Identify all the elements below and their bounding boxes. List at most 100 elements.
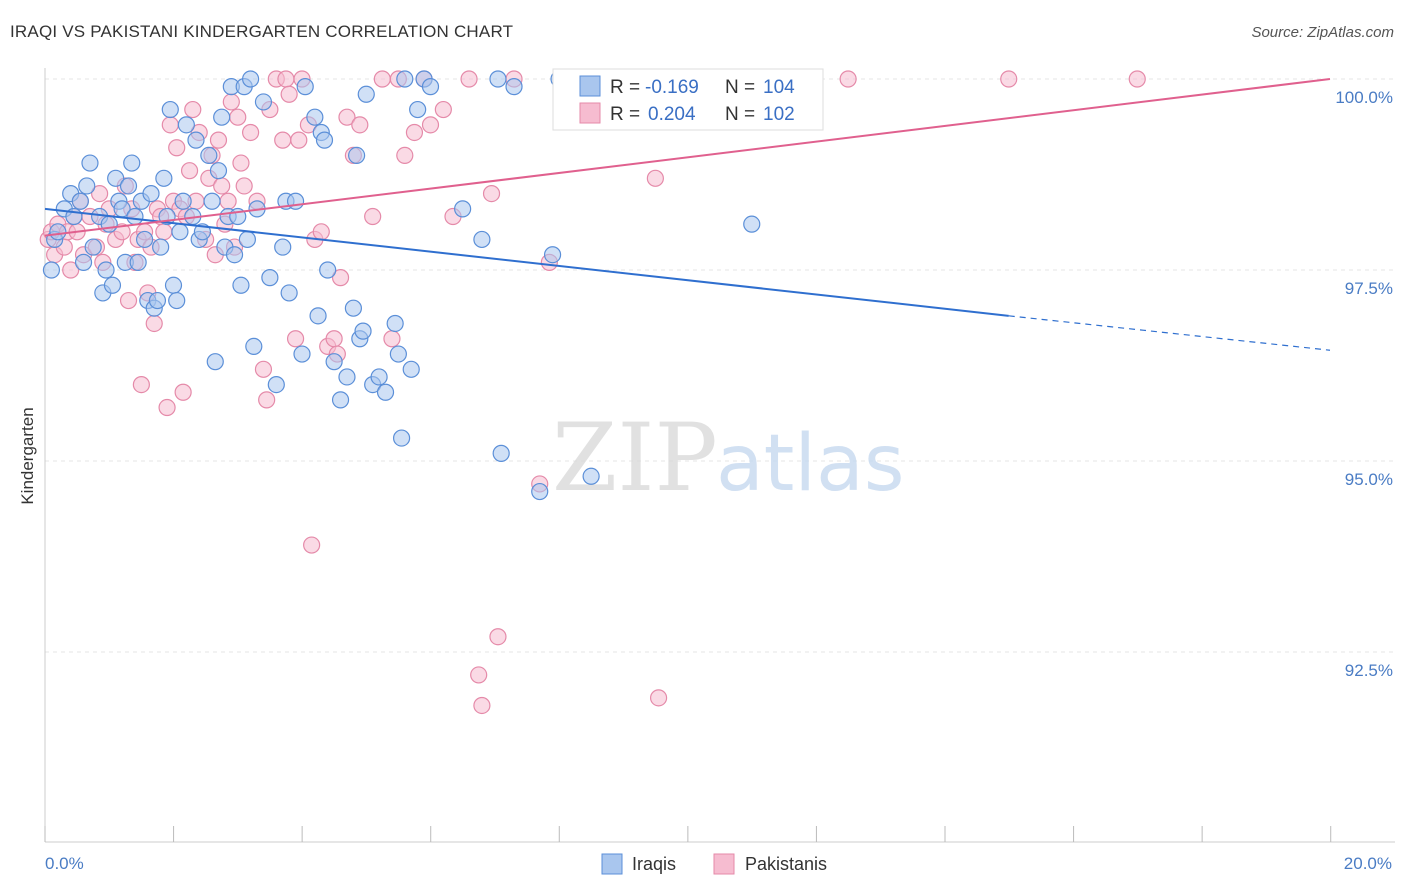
data-point bbox=[357, 85, 375, 103]
data-point bbox=[171, 223, 189, 241]
data-point bbox=[434, 100, 452, 119]
data-point bbox=[49, 223, 67, 241]
data-point bbox=[213, 177, 231, 195]
data-point bbox=[473, 230, 491, 249]
legend-n-label-iraqis: N = bbox=[725, 77, 755, 98]
data-point bbox=[84, 238, 102, 256]
data-point bbox=[238, 230, 256, 249]
data-point bbox=[370, 368, 388, 386]
data-point bbox=[158, 398, 176, 417]
data-point bbox=[177, 116, 195, 134]
data-point bbox=[421, 116, 440, 134]
legend-r-label-pakistanis: R = bbox=[610, 104, 640, 125]
data-point bbox=[222, 93, 240, 111]
y-tick-label: 95.0% bbox=[1345, 470, 1393, 489]
data-point bbox=[258, 391, 276, 409]
data-point bbox=[351, 116, 369, 134]
trend-lines bbox=[44, 78, 1331, 351]
data-point bbox=[325, 353, 343, 371]
legend-r-value-iraqis: -0.169 bbox=[645, 77, 699, 98]
data-point bbox=[74, 253, 93, 271]
data-point bbox=[119, 177, 138, 195]
data-point bbox=[254, 360, 273, 378]
chart-source: Source: ZipAtlas.com bbox=[1251, 24, 1394, 41]
data-point bbox=[489, 628, 507, 646]
data-point bbox=[1000, 70, 1018, 88]
trend-line-pakistanis bbox=[44, 78, 1331, 237]
data-point bbox=[267, 376, 285, 394]
data-point bbox=[235, 177, 253, 195]
data-point bbox=[187, 131, 205, 149]
stats-legend: R = -0.169 N = 104 R = 0.204 N = 102 bbox=[552, 68, 824, 131]
data-point bbox=[489, 70, 507, 88]
data-point bbox=[290, 131, 308, 149]
data-point bbox=[743, 215, 761, 233]
data-point bbox=[132, 376, 150, 394]
data-point bbox=[402, 360, 420, 378]
data-point bbox=[277, 70, 295, 88]
data-point bbox=[184, 100, 202, 119]
data-point bbox=[839, 70, 857, 88]
series-pakistanis-points bbox=[39, 70, 1146, 715]
data-point bbox=[312, 223, 330, 241]
data-point bbox=[78, 177, 96, 195]
data-point bbox=[470, 666, 488, 684]
bottom-legend-swatch-pakistanis bbox=[713, 853, 735, 875]
data-point bbox=[97, 261, 115, 279]
data-point bbox=[319, 261, 337, 279]
data-point bbox=[325, 330, 343, 348]
data-point bbox=[280, 284, 298, 302]
data-point bbox=[274, 238, 292, 256]
legend-r-label-iraqis: R = bbox=[610, 77, 640, 98]
data-point bbox=[454, 200, 472, 218]
data-point bbox=[103, 276, 122, 294]
data-point bbox=[261, 269, 279, 287]
data-point bbox=[232, 154, 250, 172]
data-point bbox=[286, 192, 305, 210]
data-point bbox=[155, 223, 173, 241]
data-point bbox=[123, 154, 141, 172]
data-point bbox=[126, 207, 144, 226]
data-point bbox=[71, 192, 89, 210]
data-point bbox=[354, 322, 372, 340]
data-point bbox=[142, 185, 160, 203]
series-legend: Iraqis Pakistanis bbox=[601, 853, 827, 875]
data-point bbox=[348, 146, 366, 164]
data-point bbox=[232, 276, 250, 294]
data-point bbox=[293, 345, 311, 363]
data-point bbox=[473, 696, 491, 715]
chart-title: IRAQI VS PAKISTANI KINDERGARTEN CORRELAT… bbox=[10, 22, 514, 41]
data-point bbox=[152, 238, 170, 256]
data-point bbox=[180, 162, 199, 180]
legend-n-value-iraqis: 104 bbox=[763, 77, 795, 98]
data-point bbox=[531, 482, 549, 501]
data-point bbox=[219, 192, 237, 210]
data-point bbox=[203, 192, 221, 210]
data-point bbox=[168, 291, 186, 310]
data-point bbox=[286, 330, 305, 348]
data-point bbox=[409, 100, 427, 119]
data-point bbox=[344, 299, 362, 317]
data-point bbox=[280, 85, 298, 103]
data-point bbox=[148, 291, 167, 310]
data-point bbox=[129, 253, 147, 271]
x-tick-label: 20.0% bbox=[1344, 854, 1392, 873]
y-tick-label: 92.5% bbox=[1345, 661, 1393, 680]
data-point bbox=[315, 131, 334, 149]
data-point bbox=[331, 391, 350, 409]
bottom-legend-swatch-iraqis bbox=[601, 853, 623, 875]
bottom-legend-label-iraqis: Iraqis bbox=[632, 854, 676, 874]
data-point bbox=[229, 108, 247, 126]
data-point bbox=[338, 108, 356, 126]
y-tick-label: 100.0% bbox=[1335, 88, 1393, 107]
data-point bbox=[309, 307, 327, 325]
legend-n-value-pakistanis: 102 bbox=[763, 104, 795, 125]
data-point bbox=[135, 230, 154, 249]
data-point bbox=[145, 314, 163, 333]
axes: 0.0% 20.0% bbox=[44, 68, 1395, 873]
legend-swatch-iraqis bbox=[579, 75, 601, 97]
data-point bbox=[168, 139, 186, 157]
x-tick-label: 0.0% bbox=[45, 854, 84, 873]
data-point bbox=[421, 78, 440, 96]
data-point bbox=[396, 70, 414, 88]
